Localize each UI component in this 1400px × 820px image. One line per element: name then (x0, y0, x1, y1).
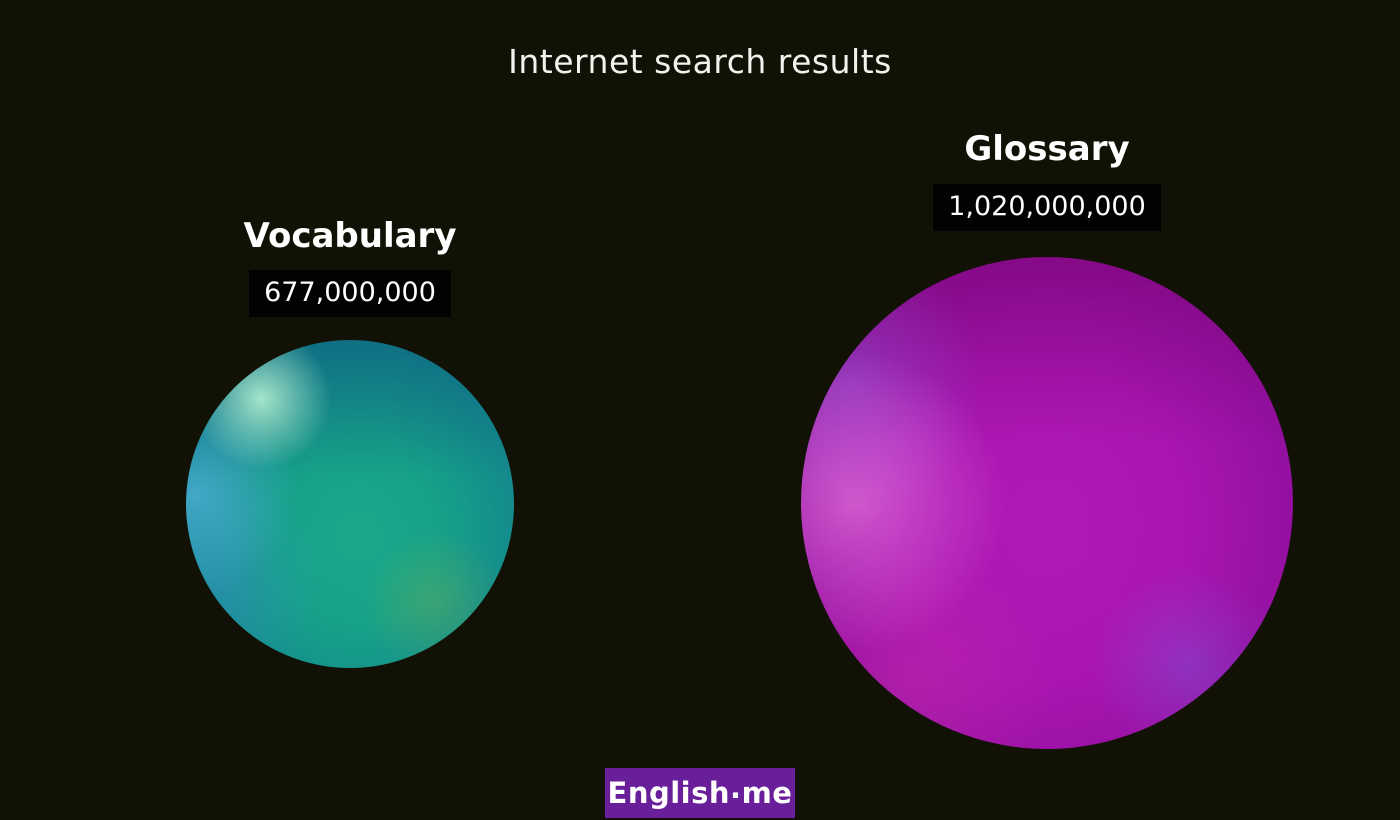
brand-dot: . (730, 771, 742, 805)
brand-badge-english-me: English. me (605, 768, 795, 818)
brand-text-suffix: me (741, 776, 793, 810)
bubble-label-glossary: Glossary (964, 129, 1130, 169)
value-badge-glossary: 1,020,000,000 (933, 184, 1161, 232)
page-title: Internet search results (508, 42, 892, 81)
value-badge-vocabulary: 677,000,000 (249, 270, 451, 318)
bubble-label-vocabulary: Vocabulary (243, 216, 457, 256)
bubble-vocabulary (186, 340, 514, 668)
value-row-vocabulary: 677,000,000 (186, 270, 514, 318)
bubble-glossary (801, 257, 1293, 749)
brand-text-main: English (607, 776, 731, 810)
value-row-glossary: 1,020,000,000 (801, 184, 1293, 232)
